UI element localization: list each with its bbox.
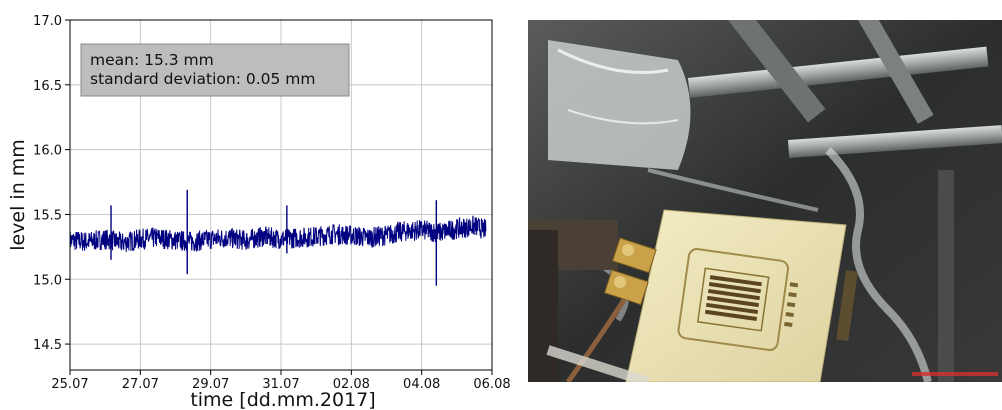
level-chart: 25.07 27.07 29.07 31.07 02.08 04.08 06.08 14.5 1… xyxy=(7,14,511,410)
tube-middle xyxy=(788,125,1002,158)
annotation-std: standard deviation: 0.05 mm xyxy=(90,70,316,88)
apparatus-photo xyxy=(528,20,1002,382)
tube-diagonal xyxy=(728,20,826,123)
x-tick-label: 02.08 xyxy=(333,377,370,392)
chart-ticks: 25.07 27.07 29.07 31.07 02.08 04.08 06.08 14.5 1… xyxy=(33,14,511,392)
annotation-mean: mean: 15.3 mm xyxy=(90,51,214,69)
y-tick-label: 15.0 xyxy=(33,273,62,288)
x-axis-label: time [dd.mm.2017] xyxy=(190,389,375,410)
sensor-electrode xyxy=(677,248,799,352)
annotation-background xyxy=(80,43,350,97)
y-tick-label: 16.5 xyxy=(33,79,62,94)
timestamp-overlay xyxy=(912,372,998,376)
coax-connectors xyxy=(603,237,657,306)
post-right xyxy=(938,170,954,382)
glass-cylinder xyxy=(548,40,691,170)
y-tick-label: 14.5 xyxy=(33,338,62,353)
x-tick-label: 31.07 xyxy=(262,377,299,392)
x-tick-label: 06.08 xyxy=(473,377,510,392)
tube-diagonal-2 xyxy=(858,20,934,124)
x-tick-label: 27.07 xyxy=(122,377,159,392)
stats-annotation-box: mean: 15.3 mm standard deviation: 0.05 m… xyxy=(80,43,350,97)
chart-series xyxy=(69,189,487,286)
series-line-level xyxy=(69,215,487,253)
light-streak xyxy=(825,147,932,382)
x-tick-label: 04.08 xyxy=(403,377,440,392)
y-axis-label: level in mm xyxy=(7,139,29,251)
y-tick-label: 15.5 xyxy=(33,208,62,223)
x-tick-label: 29.07 xyxy=(192,377,229,392)
x-tick-label: 25.07 xyxy=(51,377,88,392)
cable xyxy=(565,298,627,382)
y-tick-label: 17.0 xyxy=(33,14,62,29)
tube-upper xyxy=(687,46,989,98)
y-tick-label: 16.0 xyxy=(33,144,62,159)
